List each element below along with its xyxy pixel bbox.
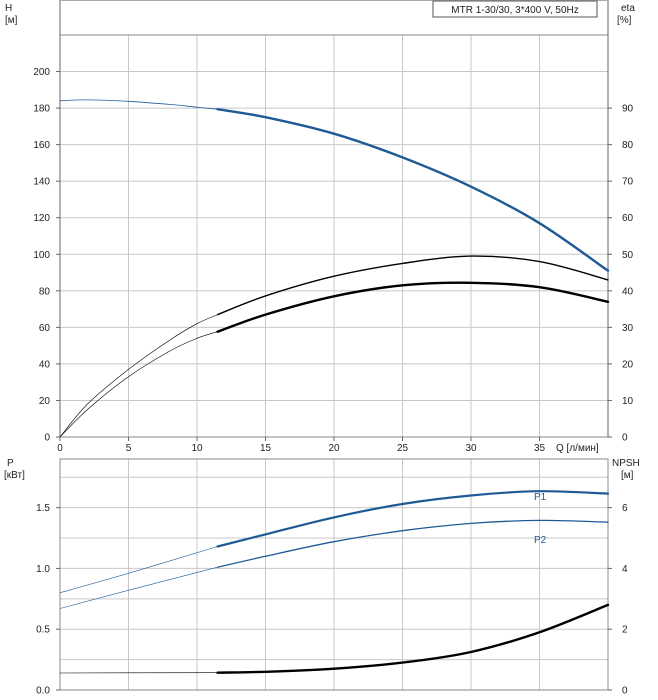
eta-lower-curve-extension	[59, 331, 218, 438]
series-label-p2: P2	[534, 535, 547, 546]
x-axis-label: Q [л/мин]	[556, 443, 599, 454]
chart-title-box	[432, 0, 598, 18]
p2-curve-extension	[59, 566, 218, 609]
bottom-panel-frame	[59, 458, 609, 691]
npsh-curve	[216, 603, 610, 674]
top-right-tick-label: 90	[622, 104, 634, 115]
top-right-tick-label: 70	[622, 177, 634, 188]
eta-upper-curve	[216, 255, 609, 316]
x-tick-label: 0	[57, 443, 63, 454]
head-curve-extension	[59, 99, 218, 110]
head-curve	[216, 108, 610, 272]
eta-upper-curve-extension	[59, 314, 218, 438]
top-left-axis-label-line1: H	[5, 3, 12, 14]
eta-lower-curve	[216, 281, 610, 333]
x-tick-label: 25	[397, 443, 409, 454]
top-left-tick-label: 40	[39, 359, 51, 370]
bottom-right-axis-label-line2: [м]	[621, 470, 634, 481]
top-right-tick-label: 20	[622, 359, 634, 370]
top-right-tick-label: 30	[622, 323, 634, 334]
top-right-tick-label: 80	[622, 140, 634, 151]
top-left-tick-label: 180	[33, 104, 50, 115]
x-tick-label: 15	[260, 443, 272, 454]
top-left-tick-label: 160	[33, 140, 50, 151]
p2-curve	[216, 519, 609, 568]
top-left-tick-label: 80	[39, 286, 51, 297]
bottom-right-axis-label-line1: NPSH	[612, 458, 640, 469]
top-left-tick-label: 200	[33, 67, 50, 78]
x-tick-label: 30	[465, 443, 477, 454]
top-left-tick-label: 0	[44, 433, 50, 444]
top-left-tick-label: 120	[33, 213, 50, 224]
bottom-left-tick-label: 0.5	[36, 625, 50, 636]
bottom-right-tick-label: 2	[622, 625, 628, 636]
top-left-tick-label: 20	[39, 396, 51, 407]
top-right-tick-label: 10	[622, 396, 634, 407]
top-left-tick-label: 100	[33, 250, 50, 261]
top-left-axis-label-line2: [м]	[5, 15, 18, 26]
top-right-axis-label-line2: [%]	[617, 15, 632, 26]
top-right-tick-label: 0	[622, 433, 628, 444]
x-tick-label: 35	[534, 443, 546, 454]
curves	[59, 99, 610, 674]
top-right-tick-label: 60	[622, 213, 634, 224]
p1-curve-extension	[59, 546, 218, 593]
top-right-tick-label: 50	[622, 250, 634, 261]
top-right-axis-label-line1: eta	[621, 3, 635, 14]
top-right-tick-label: 40	[622, 286, 634, 297]
x-tick-label: 10	[191, 443, 203, 454]
bottom-left-tick-label: 1.5	[36, 503, 50, 514]
series-label-p1: P1	[534, 492, 547, 503]
bottom-left-tick-label: 1.0	[36, 564, 50, 575]
bottom-right-tick-label: 4	[622, 564, 628, 575]
bottom-left-tick-label: 0.0	[36, 686, 50, 697]
bottom-right-tick-label: 0	[622, 686, 628, 697]
bottom-left-axis-label-line1: P	[7, 458, 14, 469]
x-tick-label: 5	[126, 443, 132, 454]
p1-curve	[216, 490, 610, 548]
x-tick-label: 20	[328, 443, 340, 454]
top-left-tick-label: 60	[39, 323, 51, 334]
chart-title: MTR 1-30/30, 3*400 V, 50Hz	[451, 5, 578, 16]
top-left-tick-label: 140	[33, 177, 50, 188]
tick-labels: 0204060801001201401601802000102030405060…	[33, 67, 633, 696]
bottom-right-tick-label: 6	[622, 503, 628, 514]
bottom-left-axis-label-line2: [кВт]	[4, 470, 25, 481]
